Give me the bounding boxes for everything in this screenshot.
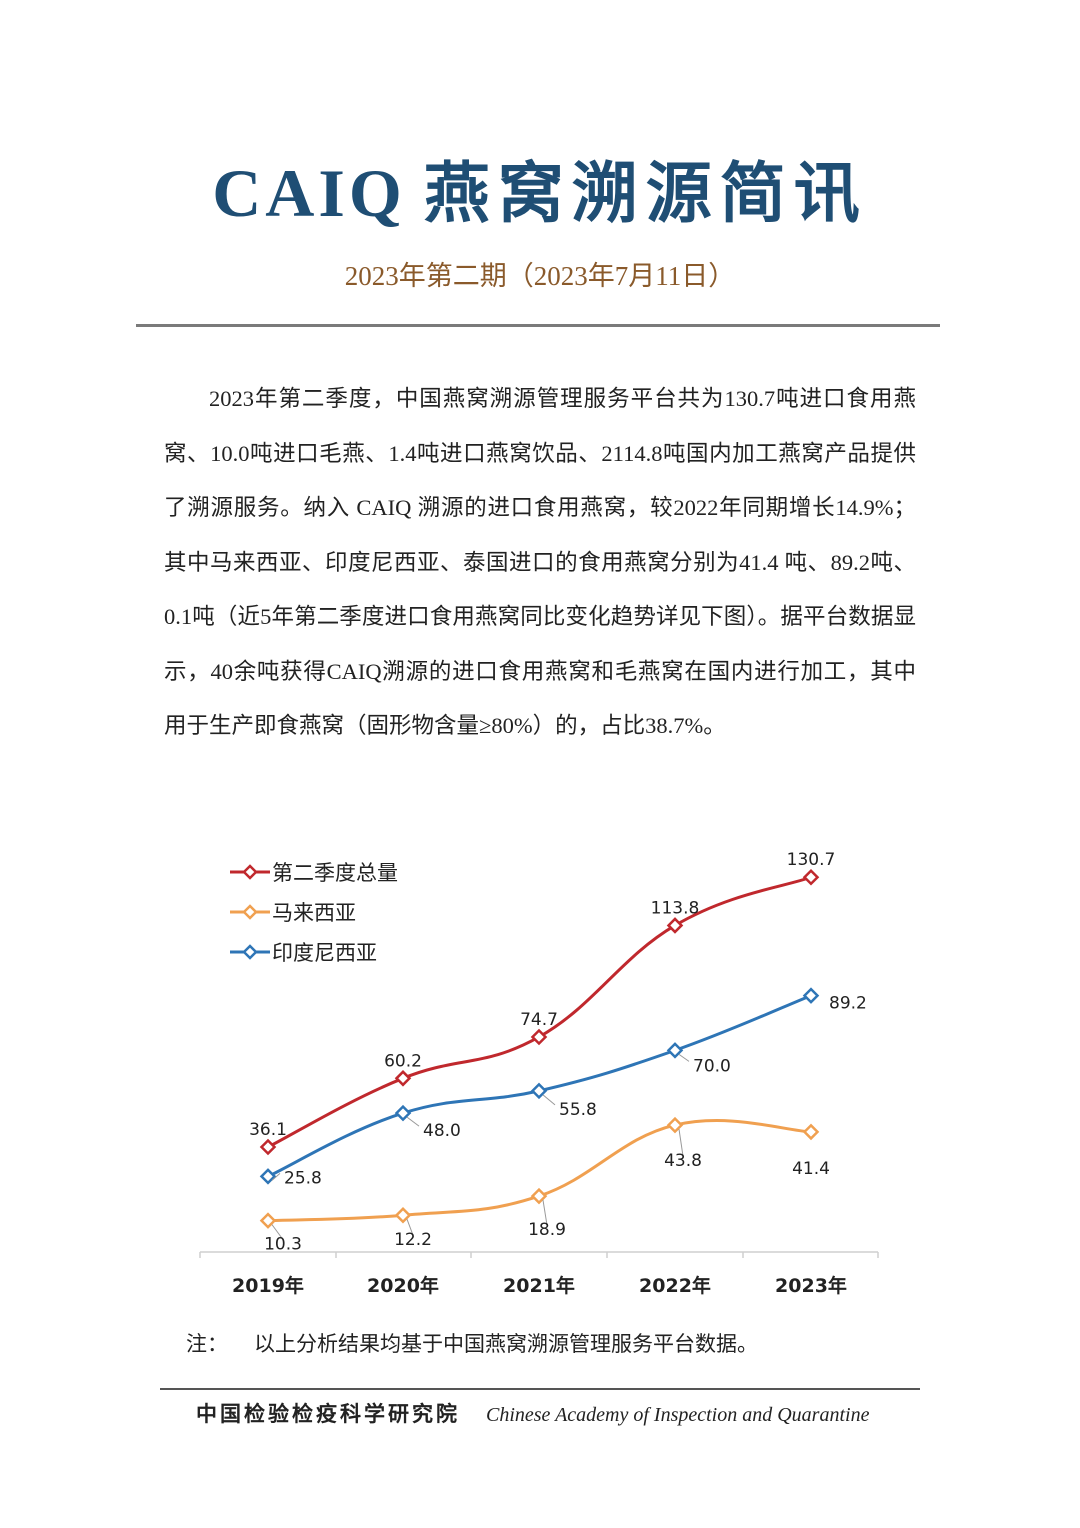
page-title: CAIQ 燕窝溯源简讯 <box>0 140 1080 236</box>
chart-note: 注： 以上分析结果均基于中国燕窝溯源管理服务平台数据。 <box>186 1328 758 1358</box>
label-leader <box>406 1219 414 1236</box>
legend-marker <box>242 944 258 960</box>
footer-org-english: Chinese Academy of Inspection and Quaran… <box>486 1404 870 1426</box>
data-point <box>802 987 820 1004</box>
label-leader <box>271 1173 281 1181</box>
data-label: 89.2 <box>829 994 867 1014</box>
body-paragraph: 2023年第二季度，中国燕窝溯源管理服务平台共为130.7吨进口食用燕窝、10.… <box>164 386 916 738</box>
data-label: 74.7 <box>520 1010 558 1030</box>
data-label: 60.2 <box>384 1051 422 1071</box>
data-point <box>530 1082 548 1100</box>
data-label: 41.4 <box>792 1159 830 1179</box>
label-leader <box>678 1053 690 1062</box>
x-tick-label: 2022年 <box>639 1274 711 1297</box>
data-point <box>802 1123 820 1141</box>
x-tick-label: 2020年 <box>367 1274 439 1297</box>
footer: 中国检验检疫科学研究院 Chinese Academy of Inspection… <box>196 1398 896 1428</box>
label-leader <box>271 1224 284 1240</box>
data-label: 48.0 <box>423 1121 461 1141</box>
bottom-divider <box>160 1388 920 1390</box>
data-label: 70.0 <box>693 1056 731 1076</box>
data-point <box>666 917 684 934</box>
data-label: 130.7 <box>787 850 836 870</box>
data-label: 36.1 <box>249 1120 287 1140</box>
data-label: 25.8 <box>284 1168 322 1188</box>
issue-line: 2023年第二期（2023年7月11日） <box>344 261 736 291</box>
data-point <box>259 1212 277 1229</box>
data-label: 55.8 <box>559 1100 597 1120</box>
trend-line-chart: 2019年 2020年 2021年 2022年 2023年 36.1 60.2 74.7 113… <box>199 850 879 1297</box>
data-label: 10.3 <box>264 1235 302 1255</box>
data-point <box>530 1028 548 1046</box>
legend-label: 第二季度总量 <box>272 861 398 885</box>
title-latin: CAIQ <box>212 155 406 231</box>
legend-label: 印度尼西亚 <box>272 941 377 965</box>
footer-org-chinese: 中国检验检疫科学研究院 <box>196 1401 460 1426</box>
x-tick-label: 2023年 <box>775 1274 847 1297</box>
label-leader <box>406 1116 420 1127</box>
x-tick-label: 2019年 <box>232 1274 304 1297</box>
label-leader <box>542 1200 548 1226</box>
data-point <box>666 1042 684 1059</box>
data-point <box>259 1168 277 1185</box>
data-label: 43.8 <box>664 1151 702 1171</box>
note-text: 以上分析结果均基于中国燕窝溯源管理服务平台数据。 <box>254 1333 758 1356</box>
data-label: 12.2 <box>394 1230 432 1250</box>
label-leader <box>542 1094 556 1106</box>
title-chinese: 燕窝溯源简讯 <box>423 158 868 231</box>
data-point <box>259 1138 277 1156</box>
note-label: 注： <box>186 1333 228 1356</box>
data-point <box>802 868 820 886</box>
data-point <box>394 1206 412 1224</box>
data-point <box>394 1104 412 1122</box>
data-label: 18.9 <box>528 1220 566 1240</box>
data-point <box>394 1070 412 1087</box>
legend-label: 马来西亚 <box>272 901 356 925</box>
data-point <box>530 1187 548 1205</box>
data-point <box>666 1116 684 1134</box>
data-label: 113.8 <box>651 898 700 918</box>
legend-marker <box>242 864 258 880</box>
x-tick-label: 2021年 <box>503 1274 575 1297</box>
top-divider <box>136 324 940 327</box>
legend-marker <box>242 904 258 920</box>
label-leader <box>678 1129 684 1157</box>
